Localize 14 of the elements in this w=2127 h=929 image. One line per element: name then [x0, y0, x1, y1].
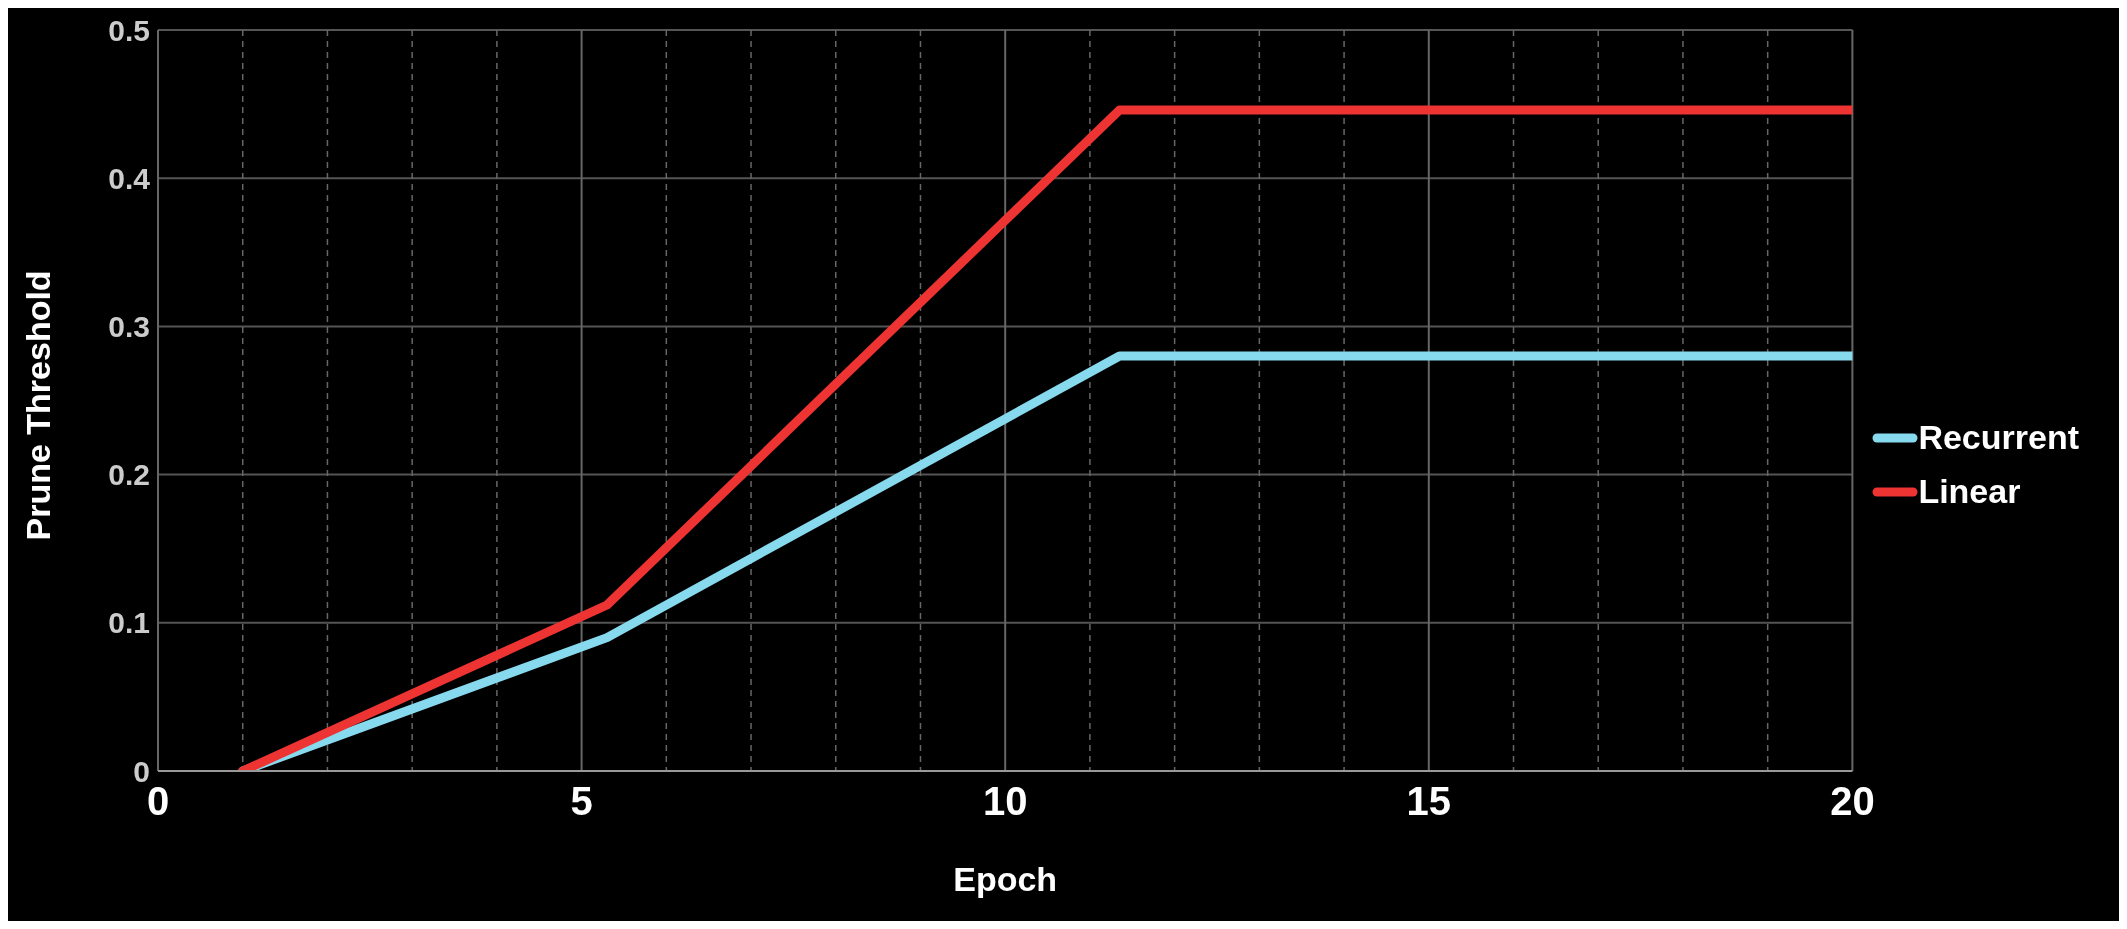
y-axis-title: Prune Threshold	[19, 270, 58, 541]
x-tick-label: 20	[1830, 779, 1875, 823]
x-tick-label: 5	[570, 779, 593, 823]
y-tick-label: 0.5	[108, 13, 150, 47]
y-tick-label: 0.2	[108, 458, 150, 492]
x-tick-label: 15	[1406, 779, 1452, 823]
y-tick-label: 0.3	[108, 310, 150, 344]
y-tick-label: 0.4	[108, 161, 151, 195]
legend-label: Linear	[1918, 472, 2021, 511]
y-tick-label: 0	[133, 754, 150, 788]
x-tick-label: 10	[982, 779, 1028, 823]
legend-label: Recurrent	[1918, 418, 2079, 457]
y-tick-label: 0.1	[108, 606, 150, 640]
x-axis-title: Epoch	[953, 860, 1058, 898]
